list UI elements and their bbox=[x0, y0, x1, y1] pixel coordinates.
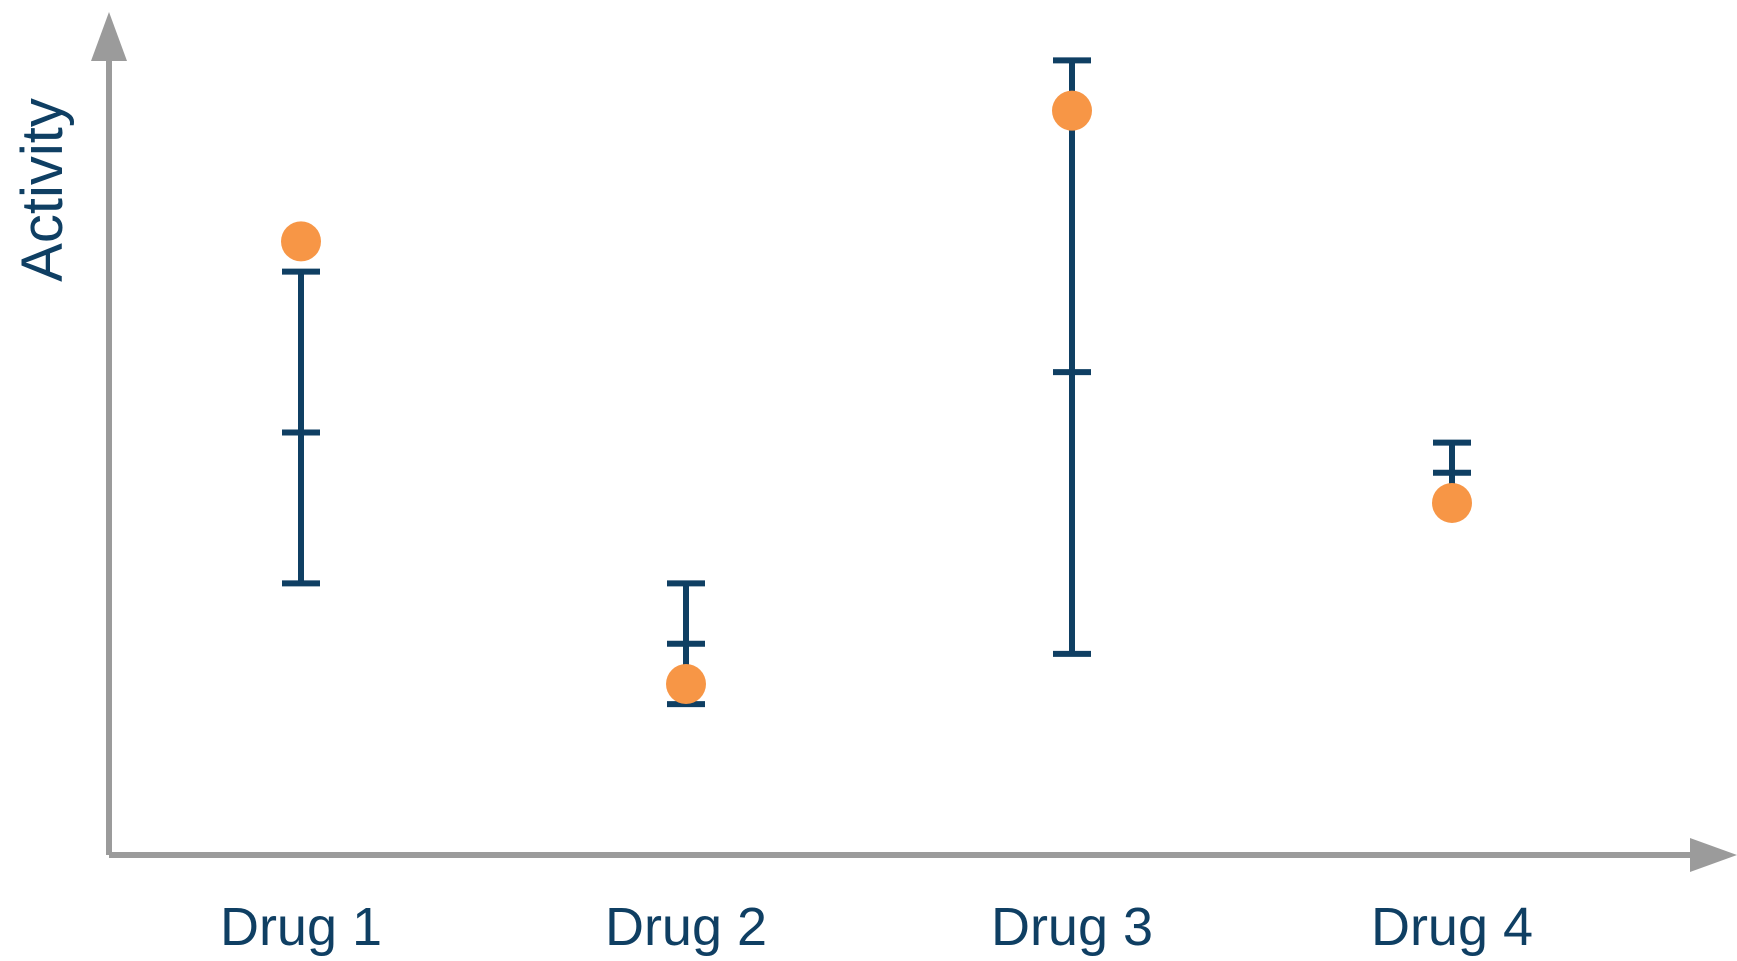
x-tick-label-3: Drug 3 bbox=[991, 897, 1153, 957]
data-marks bbox=[281, 57, 1472, 708]
data-point-3 bbox=[1052, 90, 1092, 131]
data-point-1 bbox=[281, 221, 321, 262]
y-axis-arrow bbox=[91, 12, 127, 61]
x-tick-label-4: Drug 4 bbox=[1371, 897, 1533, 957]
y-axis-label: Activity bbox=[10, 98, 75, 282]
data-point-4 bbox=[1432, 482, 1472, 523]
data-point-2 bbox=[666, 664, 706, 704]
x-axis-arrow bbox=[1690, 838, 1737, 872]
x-tick-label-2: Drug 2 bbox=[605, 897, 767, 957]
x-tick-label-1: Drug 1 bbox=[220, 897, 382, 957]
x-tick-labels: Drug 1 Drug 2 Drug 3 Drug 4 bbox=[220, 897, 1533, 957]
